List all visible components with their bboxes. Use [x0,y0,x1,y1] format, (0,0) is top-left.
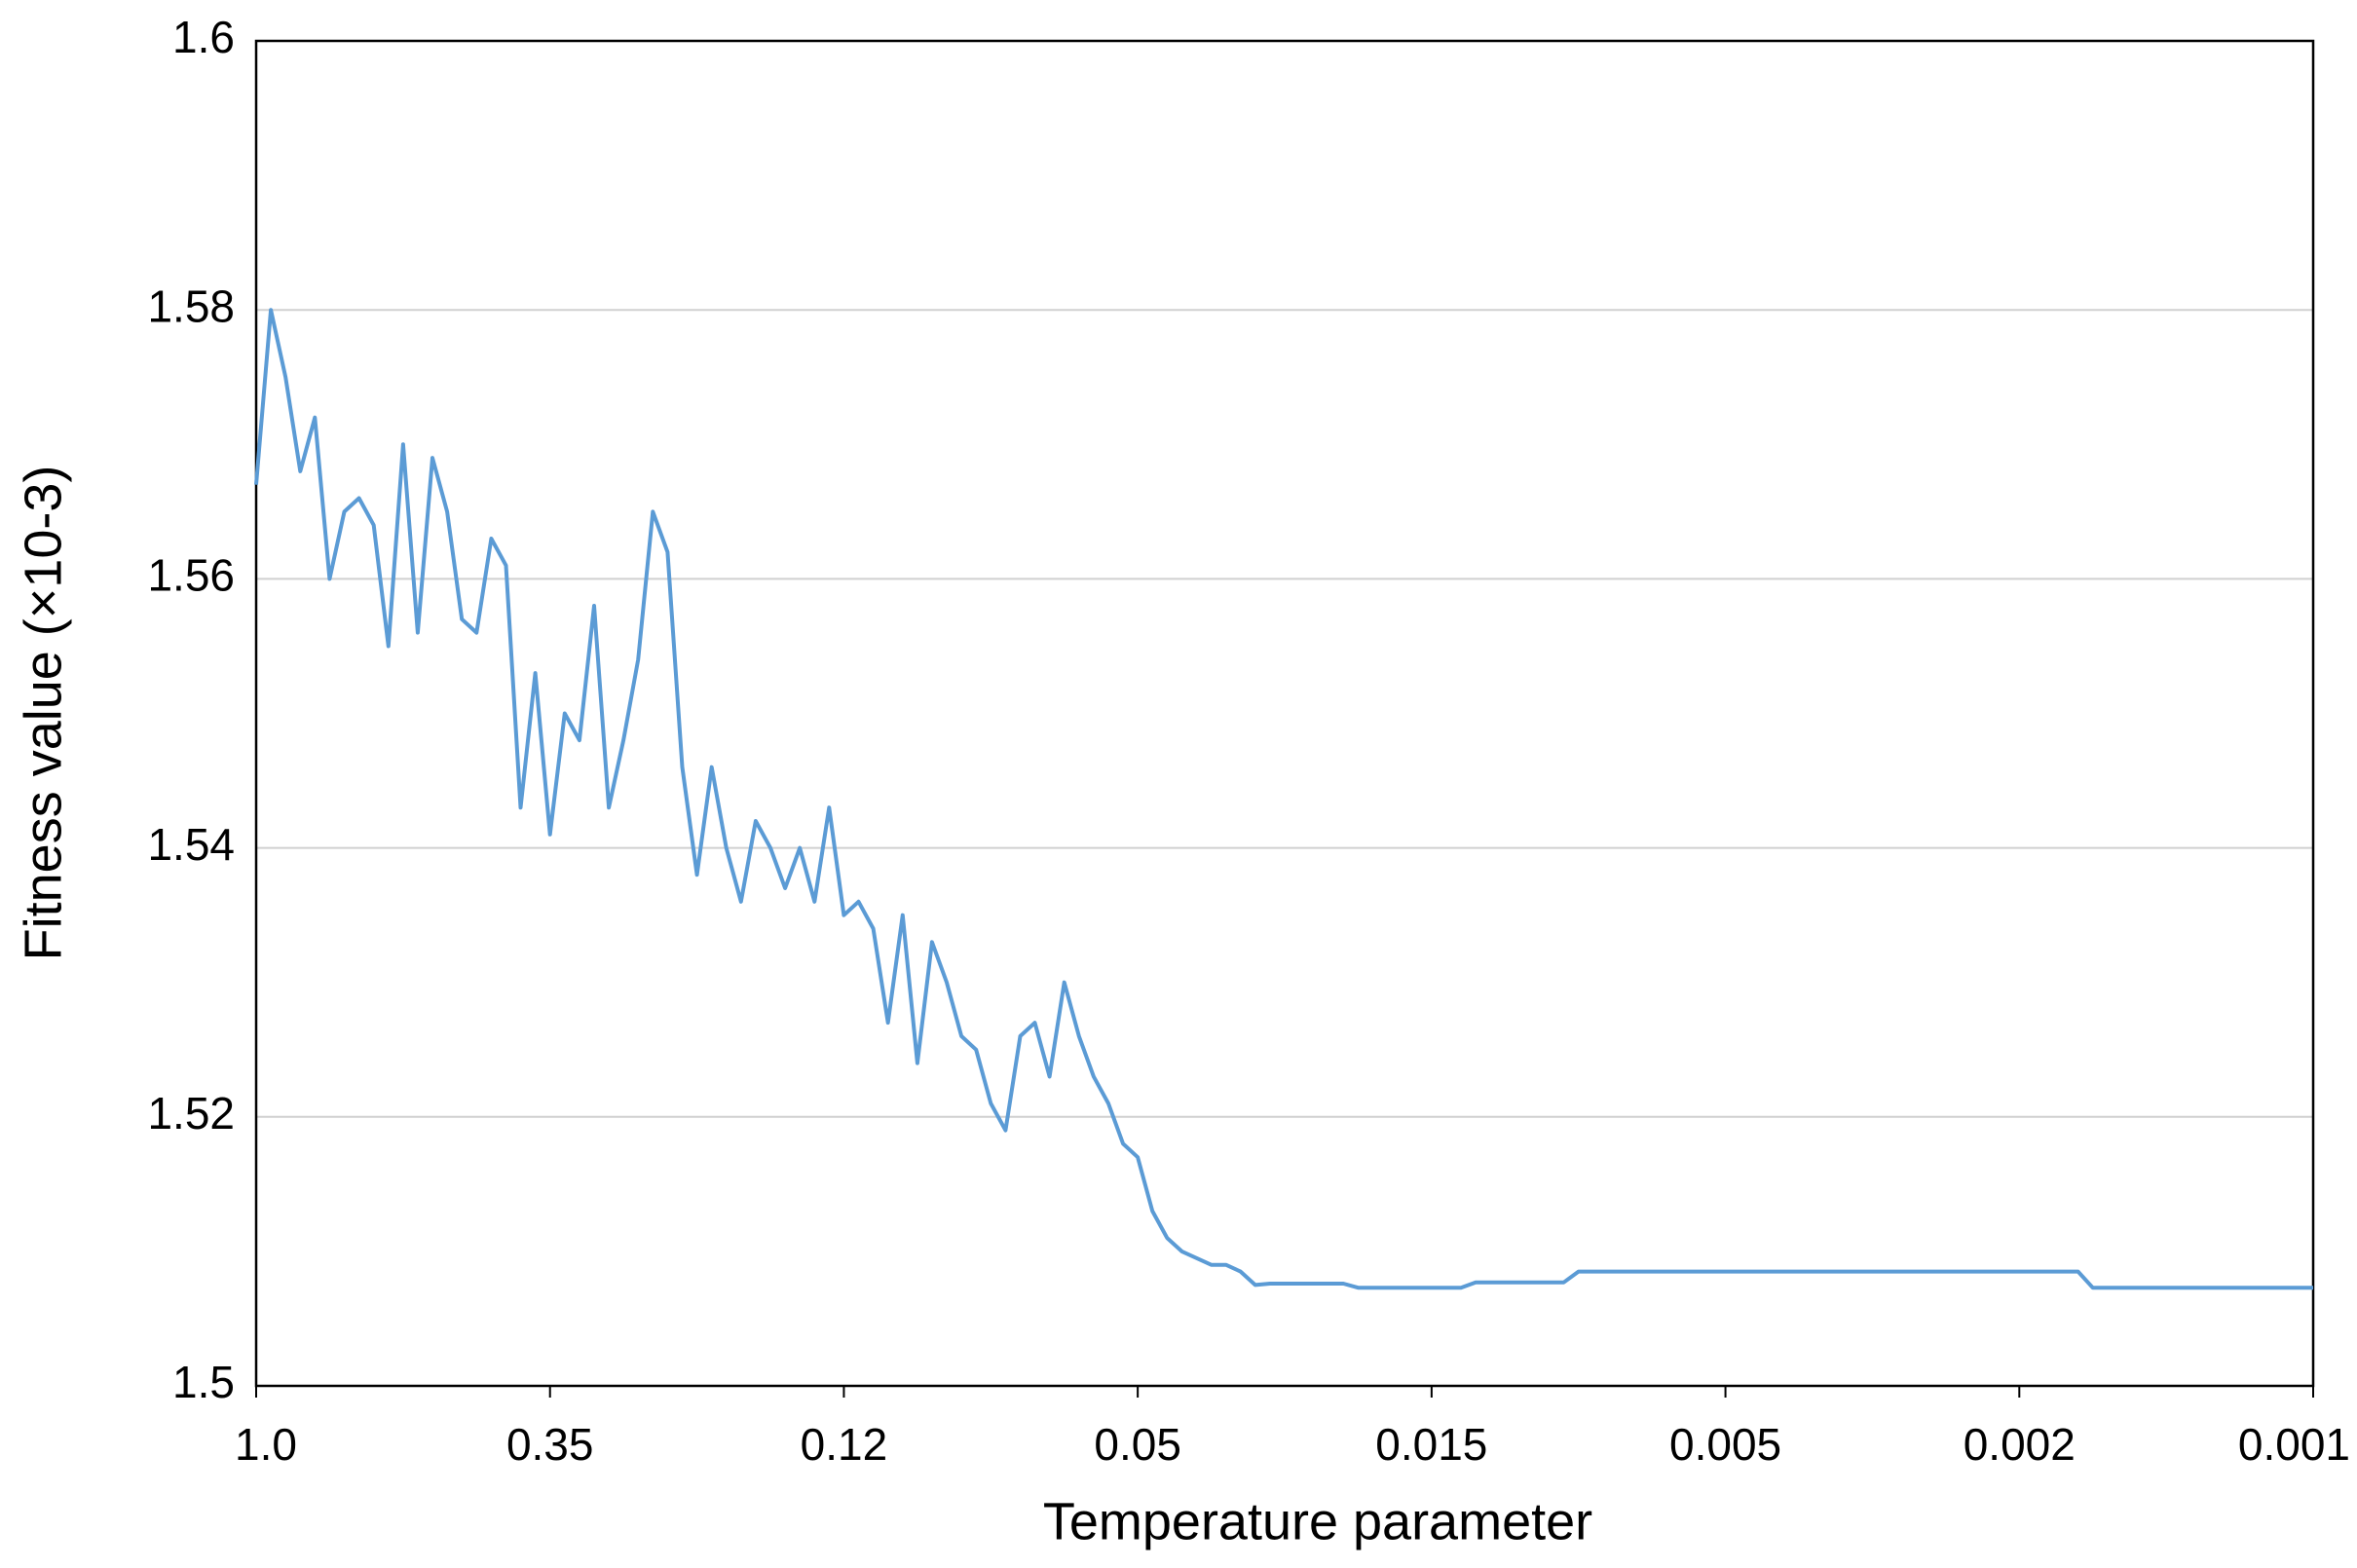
x-tick-label: 0.005 [1669,1419,1781,1470]
y-axis-title: Fitness value (×10-3) [14,466,72,961]
x-axis-title: Temperature parameter [1043,1492,1592,1550]
x-tick-label: 0.002 [1964,1419,2076,1470]
y-tick-label: 1.6 [172,12,235,62]
line-series [254,308,2313,1290]
y-tick-label: 1.54 [147,819,235,870]
x-tick-label: 1.0 [235,1419,297,1470]
x-tick-label: 0.35 [506,1419,594,1470]
x-tick-label: 0.001 [2238,1419,2350,1470]
plot-frame [254,39,2315,1388]
x-tick-label: 0.015 [1375,1419,1487,1470]
y-tick-label: 1.5 [172,1357,235,1407]
y-tick-label: 1.52 [147,1088,235,1139]
x-tick-label: 0.05 [1094,1419,1181,1470]
y-tick-label: 1.56 [147,550,235,601]
y-tick-label: 1.58 [147,280,235,331]
x-tick-label: 0.12 [801,1419,888,1470]
